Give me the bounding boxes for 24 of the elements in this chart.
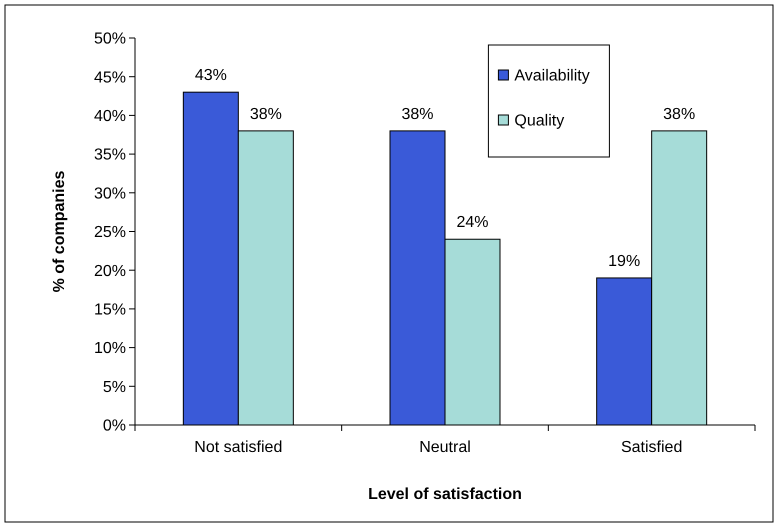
data-label: 38% [250, 106, 282, 123]
legend-label: Availability [514, 68, 590, 85]
data-label: 38% [663, 106, 696, 123]
y-tick-label: 25% [94, 224, 126, 242]
data-label: 24% [456, 214, 489, 232]
y-tick-label: 5% [102, 378, 126, 396]
x-tick-label: Satisfied [620, 439, 682, 456]
data-label: 38% [401, 106, 434, 123]
y-tick-label: 35% [94, 146, 126, 164]
y-tick-label: 20% [94, 262, 126, 280]
y-tick-label: 10% [94, 340, 126, 358]
y-axis-title: % of companies [51, 170, 68, 292]
x-tick-label: Neutral [419, 439, 471, 456]
y-tick-label: 0% [102, 418, 126, 435]
legend-label: Quality [514, 112, 564, 130]
y-tick-label: 15% [94, 302, 126, 318]
y-tick-label: 45% [94, 69, 126, 86]
y-tick-label: 50% [94, 30, 126, 48]
x-axis-title: Level of satisfaction [368, 486, 522, 503]
y-tick-label: 40% [94, 108, 126, 125]
x-tick-label: Not satisfied [194, 439, 282, 456]
data-label: 19% [608, 252, 640, 270]
data-label: 43% [194, 67, 227, 84]
y-tick-label: 30% [94, 185, 126, 202]
